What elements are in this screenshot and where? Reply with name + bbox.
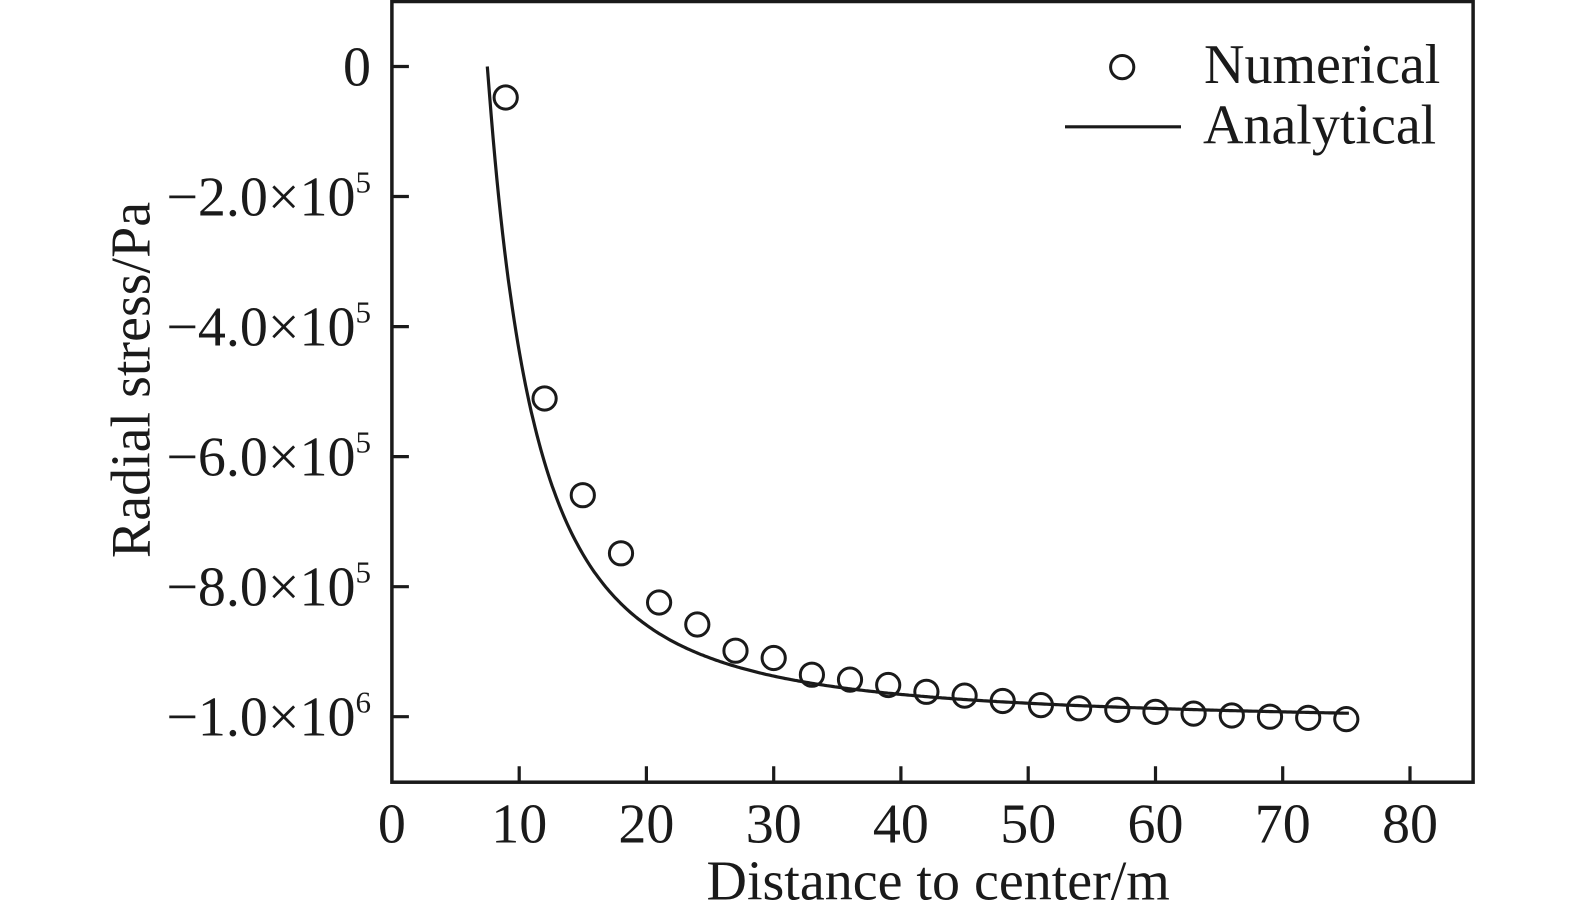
svg-text:Analytical: Analytical: [1203, 94, 1436, 156]
svg-text:10: 10: [491, 794, 547, 856]
svg-text:−1.0×106: −1.0×106: [166, 685, 371, 749]
svg-text:70: 70: [1255, 794, 1311, 856]
svg-text:−6.0×105: −6.0×105: [166, 425, 371, 489]
svg-text:−2.0×105: −2.0×105: [166, 165, 371, 229]
svg-text:0: 0: [378, 794, 406, 856]
svg-text:Radial stress/Pa: Radial stress/Pa: [101, 202, 163, 558]
svg-text:40: 40: [873, 794, 929, 856]
svg-text:Distance to center/m: Distance to center/m: [707, 850, 1170, 912]
svg-text:30: 30: [746, 794, 802, 856]
svg-text:60: 60: [1128, 794, 1184, 856]
svg-text:−4.0×105: −4.0×105: [166, 295, 371, 359]
svg-text:−8.0×105: −8.0×105: [166, 555, 371, 619]
svg-text:20: 20: [618, 794, 674, 856]
svg-text:Numerical: Numerical: [1204, 34, 1440, 96]
svg-text:50: 50: [1000, 794, 1056, 856]
svg-text:0: 0: [343, 37, 371, 99]
svg-text:80: 80: [1382, 794, 1438, 856]
